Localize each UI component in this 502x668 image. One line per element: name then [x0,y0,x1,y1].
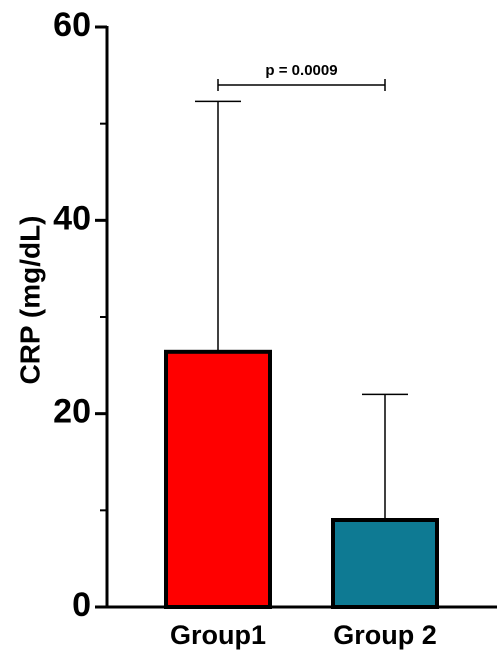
bar [164,349,272,609]
bar [331,518,439,609]
x-tick-label: Group1 [170,620,266,650]
y-tick-label: 20 [53,393,91,431]
y-axis-title: CRP (mg/dL) [14,215,45,384]
y-tick-label: 40 [53,199,91,237]
x-tick-label: Group 2 [333,620,437,650]
y-tick-label: 0 [72,586,91,624]
p-value: p = 0.0009 [265,62,337,79]
y-tick-label: 60 [53,6,91,44]
